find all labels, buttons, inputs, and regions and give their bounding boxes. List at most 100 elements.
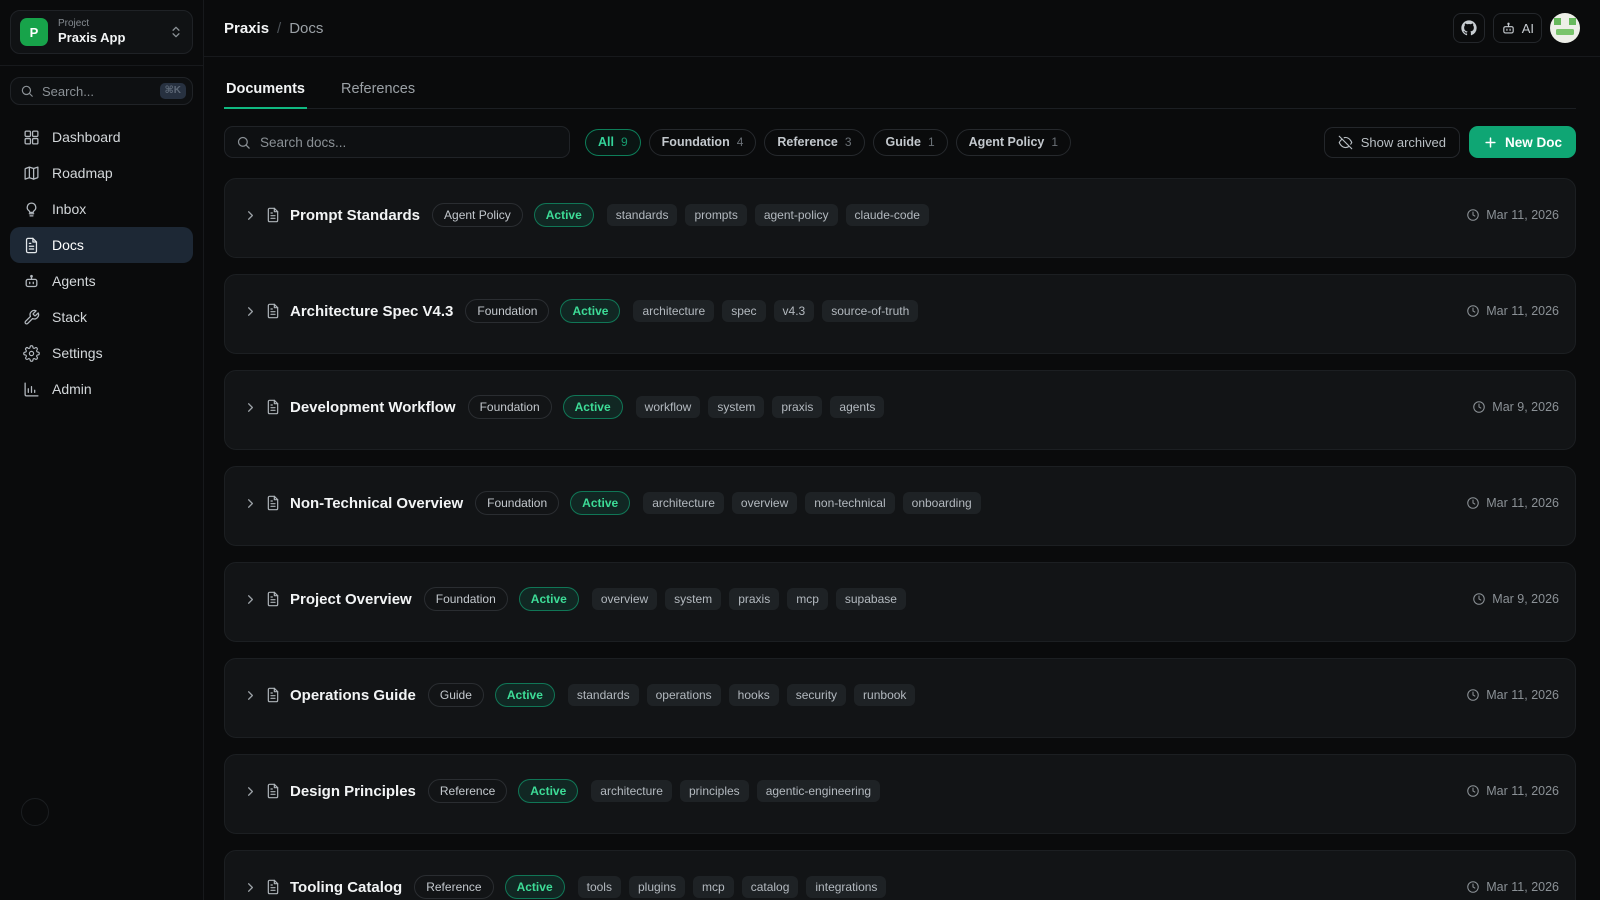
doc-tags: standards operations hooks security runbook (567, 684, 916, 706)
sidebar-search[interactable]: ⌘K (10, 77, 193, 106)
clock-icon (1466, 496, 1480, 510)
doc-tag: mcp (787, 588, 828, 610)
doc-row[interactable]: Non-Technical Overview Foundation Active… (224, 466, 1576, 546)
keyboard-shortcut-badge: ⌘K (159, 83, 186, 100)
docs-toolbar: All 9 Foundation 4 Reference 3 Guide 1 A… (224, 126, 1576, 158)
doc-title: Development Workflow (290, 398, 456, 416)
user-avatar[interactable] (1550, 13, 1580, 43)
sidebar-search-input[interactable] (42, 83, 152, 99)
file-text-icon (265, 879, 281, 895)
filter-chip-count: 1 (1051, 135, 1059, 149)
doc-date: Mar 11, 2026 (1466, 496, 1559, 510)
avatar-eye (1554, 18, 1561, 25)
sidebar-item-label: Dashboard (52, 129, 121, 146)
sidebar-item-docs[interactable]: Docs (10, 227, 193, 264)
doc-tags: workflow system praxis agents (635, 396, 885, 418)
expand-button[interactable] (241, 494, 260, 513)
filter-chip-label: Reference (777, 135, 838, 149)
sidebar-item-label: Stack (52, 309, 88, 326)
doc-row[interactable]: Project Overview Foundation Active overv… (224, 562, 1576, 642)
doc-row[interactable]: Tooling Catalog Reference Active tools pl… (224, 850, 1576, 900)
doc-title: Design Principles (290, 782, 416, 800)
sidebar-item-agents[interactable]: Agents (10, 263, 193, 299)
filter-chip-count: 9 (620, 135, 628, 149)
document-icon (22, 237, 40, 254)
expand-button[interactable] (241, 782, 260, 801)
sidebar-item-label: Settings (52, 345, 103, 362)
expand-button[interactable] (241, 206, 260, 225)
plus-icon (1483, 135, 1498, 150)
sidebar-item-stack[interactable]: Stack (10, 299, 193, 335)
bar-chart-icon (22, 381, 40, 398)
filter-chip-agent-policy[interactable]: Agent Policy 1 (955, 128, 1072, 156)
doc-tag: overview (591, 588, 658, 610)
dashboard-icon (22, 129, 40, 146)
new-doc-button[interactable]: New Doc (1468, 126, 1576, 158)
collapsed-widget-circle[interactable] (21, 798, 49, 826)
project-meta: Project Praxis App (58, 18, 159, 46)
expand-button[interactable] (241, 686, 260, 705)
file-text-icon (265, 399, 281, 415)
github-button[interactable] (1452, 13, 1485, 43)
doc-title: Operations Guide (290, 686, 416, 704)
show-archived-button[interactable]: Show archived (1323, 126, 1460, 158)
doc-row[interactable]: Prompt Standards Agent Policy Active sta… (224, 178, 1576, 258)
doc-status-badge: Active (518, 779, 579, 803)
sidebar-item-roadmap[interactable]: Roadmap (10, 155, 193, 191)
sidebar-item-admin[interactable]: Admin (10, 371, 193, 407)
chevron-right-icon (243, 880, 258, 895)
doc-row[interactable]: Operations Guide Guide Active standards o… (224, 658, 1576, 738)
robot-icon (22, 273, 40, 290)
expand-button[interactable] (241, 398, 260, 417)
tab-documents[interactable]: Documents (224, 75, 307, 109)
sidebar-item-dashboard[interactable]: Dashboard (10, 119, 193, 155)
doc-date-text: Mar 9, 2026 (1492, 400, 1559, 414)
sidebar-item-label: Agents (52, 273, 96, 290)
ai-button-label: AI (1521, 20, 1534, 36)
docs-search-input[interactable] (260, 134, 558, 150)
breadcrumb-project[interactable]: Praxis (224, 19, 270, 37)
chevron-right-icon (243, 784, 258, 799)
filter-chip-foundation[interactable]: Foundation 4 (648, 128, 757, 156)
doc-status-badge: Active (494, 683, 555, 707)
doc-row[interactable]: Development Workflow Foundation Active w… (224, 370, 1576, 450)
sidebar-nav: Dashboard Roadmap Inbox Docs Agents Stac… (10, 119, 193, 407)
doc-date: Mar 9, 2026 (1472, 400, 1559, 414)
doc-category-badge: Foundation (467, 395, 552, 419)
clock-icon (1466, 208, 1480, 222)
doc-date: Mar 11, 2026 (1466, 208, 1559, 222)
project-switcher[interactable]: P Project Praxis App (10, 10, 193, 55)
doc-tag: standards (567, 684, 639, 706)
project-label: Project (58, 18, 90, 29)
sidebar-item-inbox[interactable]: Inbox (10, 191, 193, 227)
doc-row[interactable]: Design Principles Reference Active archi… (224, 754, 1576, 834)
doc-status-badge: Active (570, 491, 631, 515)
file-text-icon (265, 495, 281, 511)
sidebar-item-settings[interactable]: Settings (10, 335, 193, 371)
filter-chip-guide[interactable]: Guide 1 (872, 128, 948, 156)
doc-tag: agents (830, 396, 885, 418)
doc-tag: agent-policy (754, 204, 838, 226)
doc-tags: tools plugins mcp catalog integrations (577, 876, 887, 898)
doc-title: Non-Technical Overview (290, 494, 464, 512)
docs-search[interactable] (224, 126, 570, 158)
doc-tag: catalog (741, 876, 799, 898)
doc-title: Tooling Catalog (290, 878, 403, 896)
chevron-right-icon (243, 592, 258, 607)
doc-tag: runbook (854, 684, 916, 706)
doc-date: Mar 11, 2026 (1466, 784, 1559, 798)
doc-tags: standards prompts agent-policy claude-code (606, 204, 929, 226)
docs-page: Documents References All 9 Foundation 4 … (204, 57, 1600, 900)
file-text-icon (265, 687, 281, 703)
ai-assistant-button[interactable]: AI (1492, 13, 1542, 43)
filter-chip-reference[interactable]: Reference 3 (764, 128, 865, 156)
tab-references[interactable]: References (340, 81, 416, 97)
gear-icon (22, 344, 40, 362)
filter-chip-all[interactable]: All 9 (585, 128, 641, 156)
doc-date-text: Mar 11, 2026 (1486, 784, 1559, 798)
expand-button[interactable] (241, 878, 260, 897)
expand-button[interactable] (241, 302, 260, 321)
doc-tag: security (786, 684, 847, 706)
doc-row[interactable]: Architecture Spec V4.3 Foundation Active… (224, 274, 1576, 354)
expand-button[interactable] (241, 590, 260, 609)
